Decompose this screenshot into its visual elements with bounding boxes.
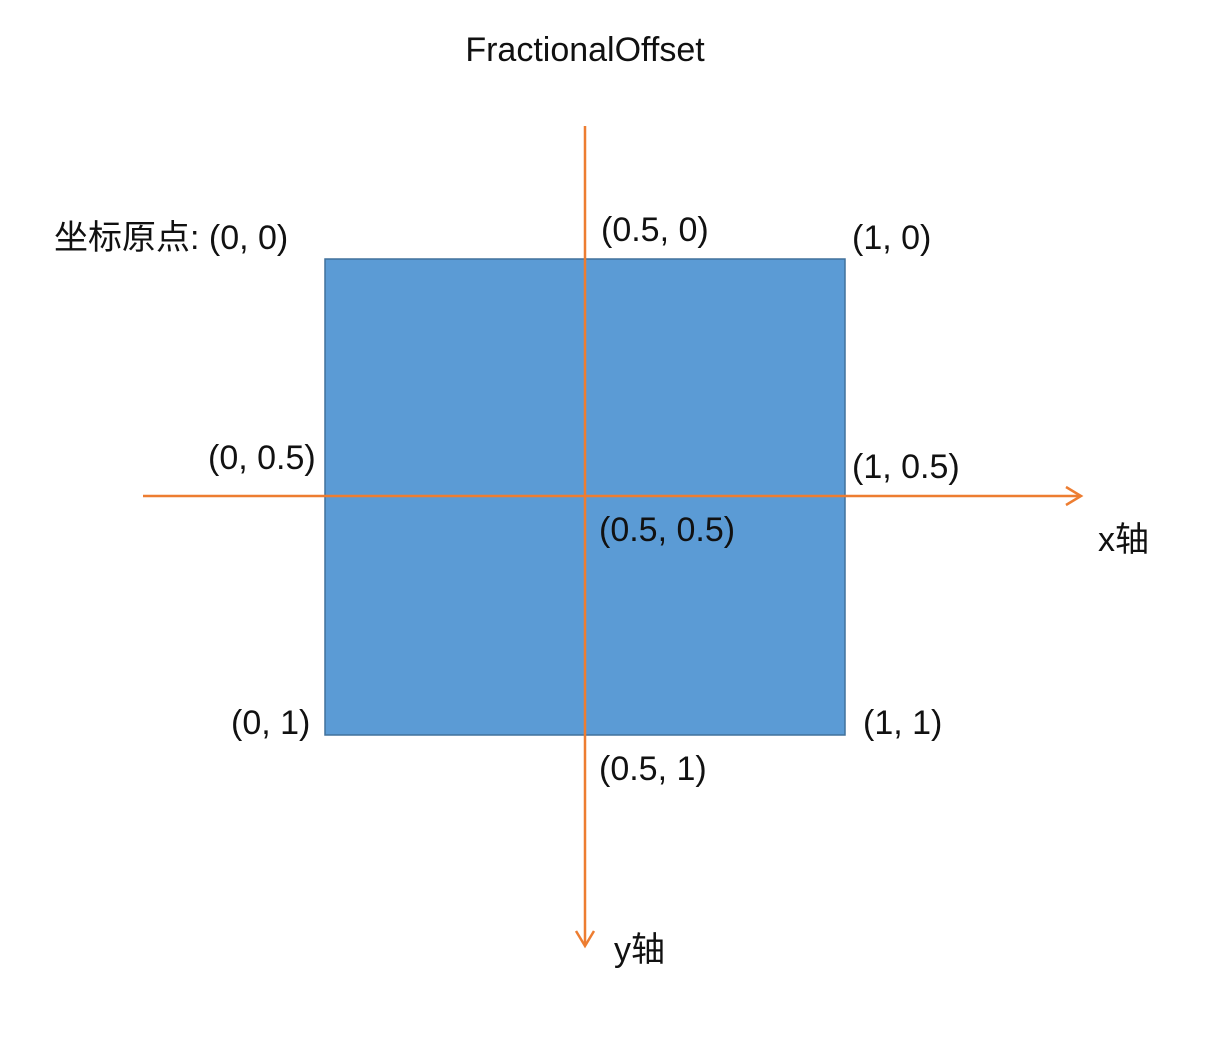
diagram-title: FractionalOffset xyxy=(465,31,705,69)
label-center: (0.5, 0.5) xyxy=(599,511,736,549)
x-axis-label: x轴 xyxy=(1098,521,1149,559)
label-top-right: (1, 0) xyxy=(852,219,932,257)
label-bottom-right: (1, 1) xyxy=(863,704,943,742)
label-top-center: (0.5, 0) xyxy=(601,211,709,249)
y-axis-label: y轴 xyxy=(614,931,665,969)
label-bottom-left: (0, 1) xyxy=(231,704,311,742)
y-axis-arrowhead xyxy=(574,930,596,949)
x-axis-arrowhead xyxy=(1065,485,1084,507)
label-mid-left: (0, 0.5) xyxy=(208,439,316,477)
label-bottom-center: (0.5, 1) xyxy=(599,750,707,788)
origin-label: 坐标原点: (0, 0) xyxy=(54,219,289,257)
label-mid-right: (1, 0.5) xyxy=(852,448,960,486)
